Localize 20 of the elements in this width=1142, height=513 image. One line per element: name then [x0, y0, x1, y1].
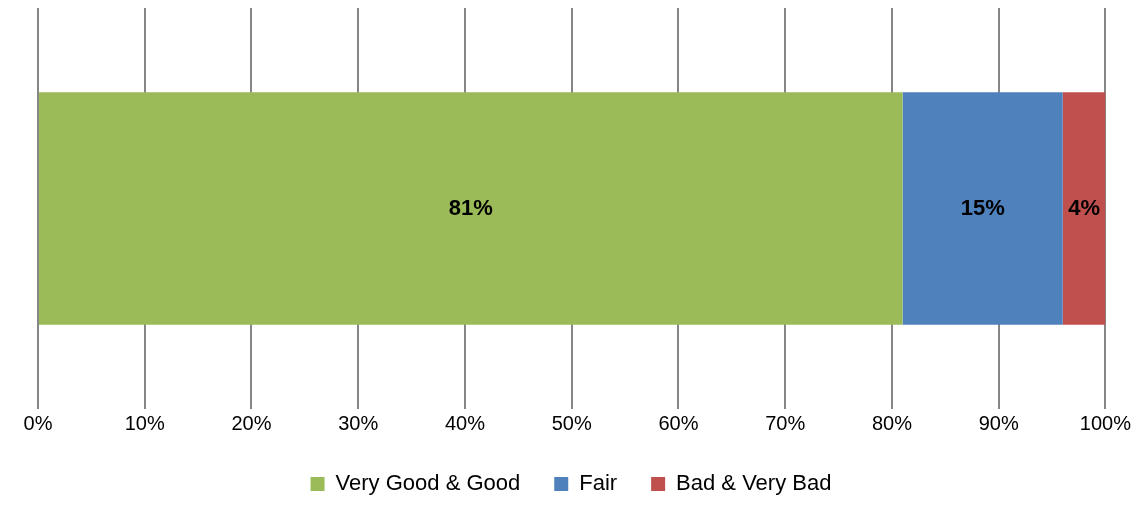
data-label: 15% — [960, 194, 1005, 220]
x-tick-label: 30% — [338, 411, 379, 434]
x-tick-label: 100% — [1079, 411, 1132, 434]
bar — [1062, 92, 1106, 325]
x-tick-label: 40% — [444, 411, 486, 434]
x-tick-label: 90% — [978, 411, 1019, 434]
legend-label: Very Good & Good — [335, 470, 521, 496]
x-tick-label: 80% — [871, 411, 913, 434]
x-tick-label: 0% — [23, 411, 53, 434]
x-tick-label: 10% — [124, 411, 165, 434]
bar — [39, 92, 903, 325]
x-tick-label: 20% — [231, 411, 272, 434]
data-label: 4% — [1068, 194, 1100, 220]
bar — [902, 92, 1063, 325]
legend-label: Fair — [579, 470, 618, 496]
legend-label: Bad & Very Bad — [676, 470, 832, 496]
data-label: 81% — [448, 194, 493, 220]
x-tick-label: 70% — [765, 411, 806, 434]
x-tick-label: 50% — [551, 411, 592, 434]
x-tick-label: 60% — [658, 411, 699, 434]
